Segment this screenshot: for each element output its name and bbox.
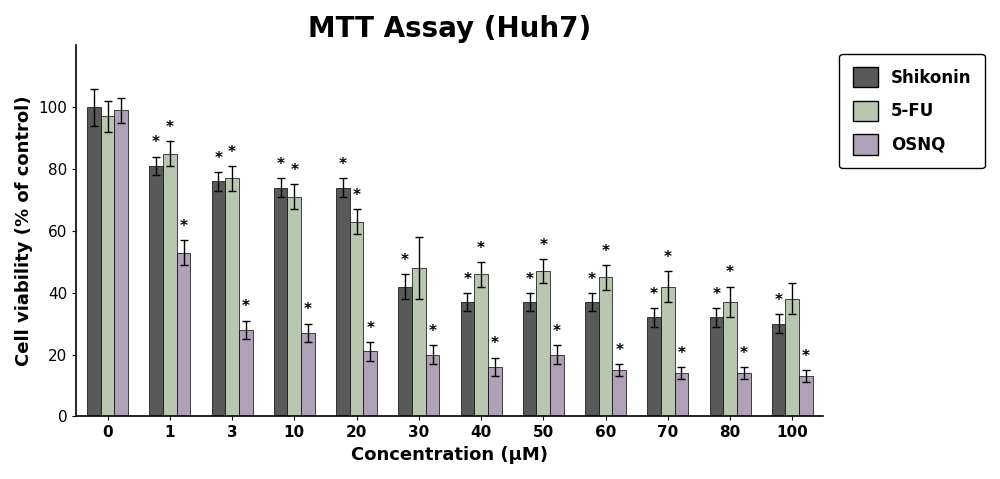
Bar [87, 107, 101, 416]
Text: *: * [650, 287, 658, 302]
Text: *: * [290, 163, 298, 178]
Text: *: * [740, 346, 748, 361]
Y-axis label: Cell viability (% of control): Cell viability (% of control) [15, 96, 33, 366]
Bar [274, 188, 287, 416]
Bar [149, 166, 163, 416]
Bar [177, 252, 190, 416]
Bar [461, 302, 474, 416]
Text: *: * [152, 136, 160, 150]
Bar [661, 286, 675, 416]
Text: *: * [602, 244, 610, 259]
Text: *: * [553, 324, 561, 339]
X-axis label: Concentration (μM): Concentration (μM) [351, 446, 548, 464]
Text: *: * [477, 240, 485, 256]
Bar [426, 354, 439, 416]
Text: *: * [802, 349, 810, 364]
Text: *: * [304, 302, 312, 318]
Bar [301, 333, 315, 416]
Title: MTT Assay (Huh7): MTT Assay (Huh7) [308, 15, 592, 43]
Text: *: * [664, 250, 672, 265]
Bar [723, 302, 737, 416]
Text: *: * [228, 145, 236, 160]
Bar [101, 116, 114, 416]
Bar [710, 318, 723, 416]
Bar [350, 222, 363, 416]
Bar [799, 376, 813, 416]
Bar [737, 373, 751, 416]
Bar [785, 299, 799, 416]
Bar [550, 354, 564, 416]
Bar [363, 352, 377, 416]
Bar [772, 324, 785, 416]
Text: *: * [401, 253, 409, 268]
Text: *: * [677, 346, 685, 361]
Text: *: * [429, 324, 437, 339]
Bar [287, 197, 301, 416]
Bar [474, 274, 488, 416]
Text: *: * [214, 151, 222, 166]
Text: *: * [539, 238, 547, 252]
Bar [163, 154, 177, 416]
Bar [225, 178, 239, 416]
Bar [212, 182, 225, 416]
Text: *: * [353, 188, 361, 203]
Bar [585, 302, 599, 416]
Text: *: * [726, 265, 734, 280]
Text: *: * [615, 342, 623, 358]
Bar [239, 330, 253, 416]
Bar [536, 271, 550, 416]
Text: *: * [588, 272, 596, 286]
Bar [523, 302, 536, 416]
Text: *: * [242, 299, 250, 314]
Text: *: * [526, 272, 534, 286]
Text: *: * [277, 157, 285, 172]
Bar [488, 367, 502, 416]
Legend: Shikonin, 5-FU, OSNQ: Shikonin, 5-FU, OSNQ [839, 54, 985, 168]
Text: *: * [339, 157, 347, 172]
Bar [336, 188, 350, 416]
Text: *: * [166, 120, 174, 135]
Bar [599, 277, 612, 416]
Bar [114, 110, 128, 416]
Text: *: * [491, 336, 499, 352]
Bar [675, 373, 688, 416]
Text: *: * [366, 321, 374, 336]
Bar [612, 370, 626, 416]
Text: *: * [775, 293, 783, 308]
Text: *: * [712, 287, 720, 302]
Bar [398, 286, 412, 416]
Bar [412, 268, 426, 416]
Text: *: * [180, 219, 188, 234]
Text: *: * [463, 272, 471, 286]
Bar [647, 318, 661, 416]
